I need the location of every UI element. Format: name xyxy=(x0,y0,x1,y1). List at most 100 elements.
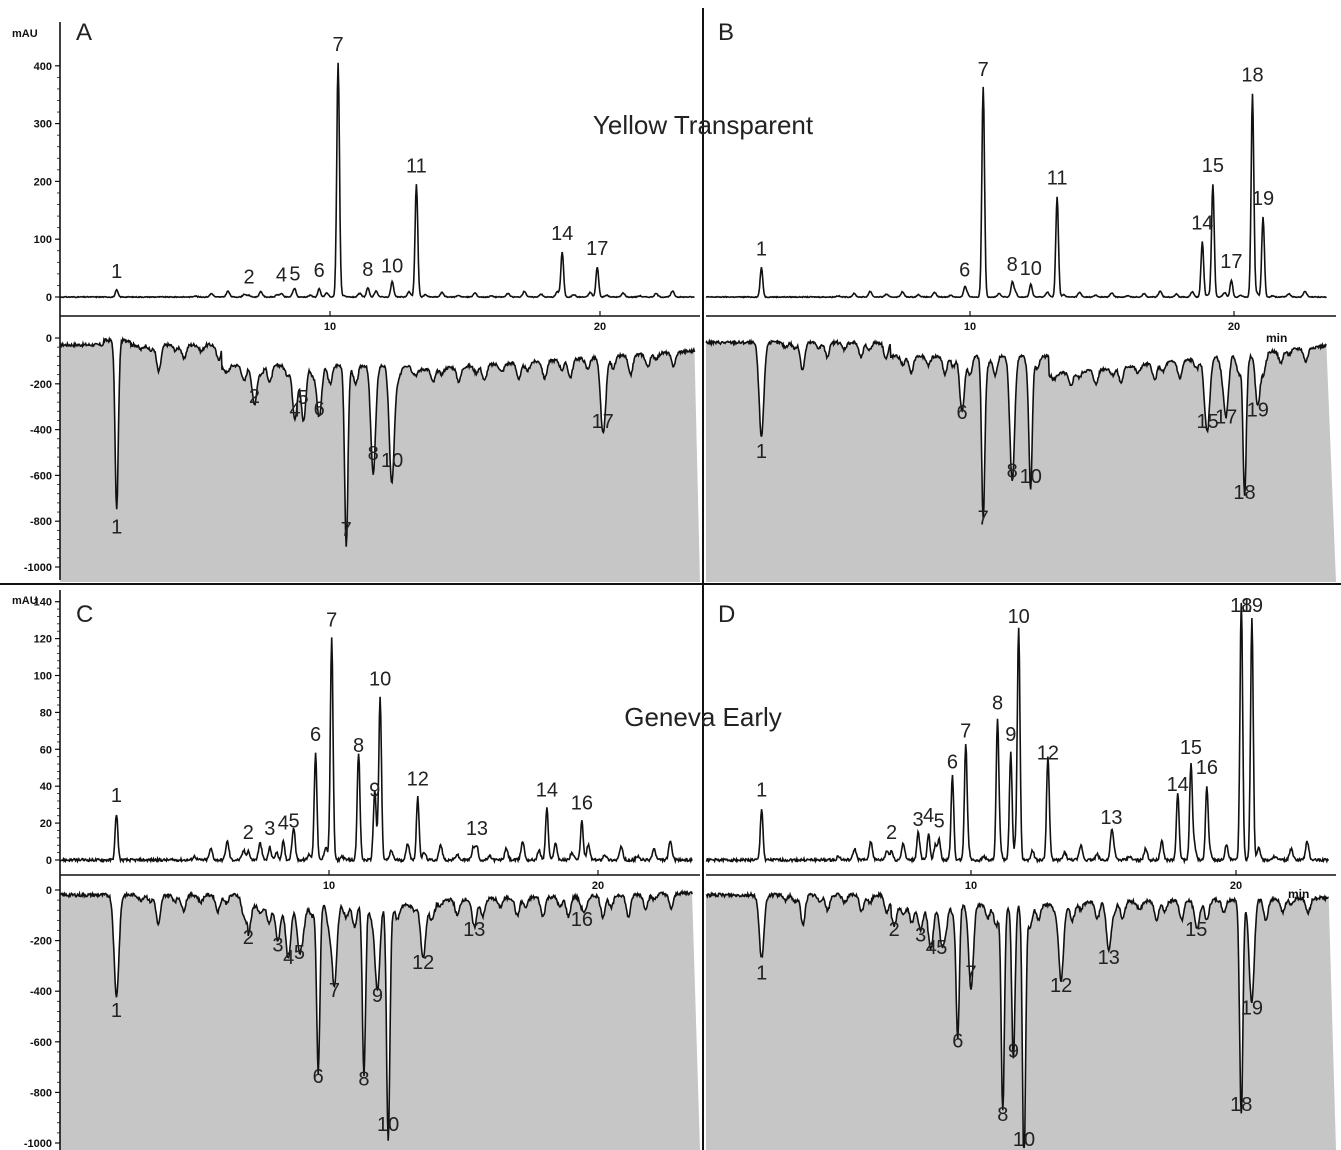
peak-label-upper-d-6: 6 xyxy=(947,752,958,774)
peak-label-upper-a-10: 10 xyxy=(381,255,403,277)
peak-label-upper-d-8: 8 xyxy=(992,693,1003,715)
y-tick-label-upper-a-100: 100 xyxy=(34,234,52,246)
y-tick-label-upper-a-0: 0 xyxy=(46,292,52,304)
peak-label-upper-d-9: 9 xyxy=(1005,724,1016,746)
peak-label-lower-a-5: 5 xyxy=(297,387,308,409)
peak-label-lower-b-17: 17 xyxy=(1215,407,1237,429)
lower-fill-c xyxy=(60,891,700,1150)
peak-label-lower-b-1: 1 xyxy=(756,441,767,463)
peak-label-lower-d-18: 18 xyxy=(1230,1094,1252,1116)
peak-label-upper-c-8: 8 xyxy=(353,735,364,757)
peak-label-lower-d-8: 8 xyxy=(997,1104,1008,1126)
x-tick-label-a-10: 10 xyxy=(324,321,336,333)
lower-trace-c xyxy=(59,889,693,1141)
peak-label-upper-d-13: 13 xyxy=(1100,807,1122,829)
peak-label-upper-d-16: 16 xyxy=(1196,757,1218,779)
peak-label-upper-b-18: 18 xyxy=(1241,65,1263,87)
y-tick-label-upper-c-40: 40 xyxy=(40,781,52,793)
peak-label-lower-b-15: 15 xyxy=(1196,411,1218,433)
peak-label-lower-d-6: 6 xyxy=(952,1031,963,1053)
peak-label-lower-c-4: 4 xyxy=(283,947,294,969)
y-tick-label-lower-a--200: -200 xyxy=(30,379,52,391)
peak-label-upper-a-17: 17 xyxy=(586,238,608,260)
peak-label-upper-d-19: 19 xyxy=(1241,595,1263,617)
lower-fill-a xyxy=(60,338,700,582)
peak-label-lower-a-17: 17 xyxy=(592,411,614,433)
time-unit-label-top: min xyxy=(1266,331,1287,345)
peak-label-upper-c-16: 16 xyxy=(571,792,593,814)
peak-label-lower-d-7: 7 xyxy=(965,962,976,984)
peak-label-lower-d-4: 4 xyxy=(926,937,937,959)
peak-label-lower-c-1: 1 xyxy=(111,1000,122,1022)
y-tick-label-upper-c-120: 120 xyxy=(34,634,52,646)
peak-label-upper-c-5: 5 xyxy=(288,811,299,833)
peak-label-upper-c-14: 14 xyxy=(536,779,558,801)
peak-label-upper-d-10: 10 xyxy=(1008,606,1030,628)
peak-label-upper-c-6: 6 xyxy=(310,724,321,746)
peak-label-upper-c-1: 1 xyxy=(111,785,122,807)
peak-label-upper-c-12: 12 xyxy=(407,768,429,790)
peak-label-upper-b-1: 1 xyxy=(756,239,767,261)
peak-label-lower-b-19: 19 xyxy=(1247,400,1269,422)
peak-label-lower-d-19: 19 xyxy=(1241,998,1263,1020)
peak-label-upper-b-8: 8 xyxy=(1007,254,1018,276)
peak-label-upper-c-4: 4 xyxy=(278,813,289,835)
axes-layer: 10 2001002003004000-200-400-600-800-10001… xyxy=(24,22,1336,1150)
peak-label-upper-a-14: 14 xyxy=(551,223,573,245)
peak-label-lower-d-15: 15 xyxy=(1185,919,1207,941)
peak-label-upper-d-5: 5 xyxy=(934,811,945,833)
x-tick-label-d-10: 10 xyxy=(965,880,977,892)
panel-letter-c: C xyxy=(76,601,93,628)
y-tick-label-upper-c-140: 140 xyxy=(34,597,52,609)
peak-label-upper-c-9: 9 xyxy=(369,779,380,801)
lower-fill-b xyxy=(706,341,1336,582)
peak-label-upper-a-2: 2 xyxy=(243,266,254,288)
title-geneva-early: Geneva Early xyxy=(624,702,782,732)
peak-label-lower-c-6: 6 xyxy=(313,1066,324,1088)
y-tick-label-upper-c-100: 100 xyxy=(34,671,52,683)
peak-label-lower-d-5: 5 xyxy=(936,937,947,959)
peak-label-upper-c-3: 3 xyxy=(264,818,275,840)
peak-label-upper-d-18: 18 xyxy=(1230,595,1252,617)
panel-letter-b: B xyxy=(718,19,734,46)
peak-label-lower-a-10: 10 xyxy=(381,450,403,472)
y-tick-label-upper-a-400: 400 xyxy=(34,61,52,73)
y-tick-label-lower-a--800: -800 xyxy=(30,516,52,528)
panel-letter-d: D xyxy=(718,601,735,628)
x-tick-label-c-10: 10 xyxy=(323,880,335,892)
panel-letter-a: A xyxy=(76,19,92,46)
peak-label-lower-b-8: 8 xyxy=(1007,460,1018,482)
peak-label-upper-a-5: 5 xyxy=(289,263,300,285)
peak-label-upper-c-13: 13 xyxy=(466,818,488,840)
lower-trace-d xyxy=(705,890,1329,1149)
peak-label-lower-c-10: 10 xyxy=(377,1114,399,1136)
peak-label-lower-b-6: 6 xyxy=(957,402,968,424)
upper-trace-c xyxy=(59,637,693,865)
peak-label-lower-c-13: 13 xyxy=(463,919,485,941)
y-unit-label-bottom: mAU xyxy=(12,595,38,607)
y-tick-label-lower-a-0: 0 xyxy=(46,333,52,345)
peak-label-upper-d-1: 1 xyxy=(756,779,767,801)
peak-label-lower-a-1: 1 xyxy=(111,516,122,538)
peak-label-upper-d-14: 14 xyxy=(1167,774,1189,796)
peak-label-lower-c-3: 3 xyxy=(272,934,283,956)
peak-label-upper-a-4: 4 xyxy=(276,265,287,287)
upper-traces-layer xyxy=(59,62,1329,865)
peak-label-lower-d-13: 13 xyxy=(1098,947,1120,969)
time-unit-label-bottom: min xyxy=(1288,887,1309,901)
peak-label-upper-b-17: 17 xyxy=(1220,251,1242,273)
x-tick-label-b-20: 20 xyxy=(1228,321,1240,333)
peak-label-upper-a-6: 6 xyxy=(314,260,325,282)
x-tick-label-d-20: 20 xyxy=(1230,880,1242,892)
peak-label-upper-d-15: 15 xyxy=(1180,737,1202,759)
y-tick-label-lower-a--1000: -1000 xyxy=(24,562,52,574)
peak-label-lower-b-7: 7 xyxy=(978,507,989,529)
peak-label-upper-a-8: 8 xyxy=(362,259,373,281)
y-tick-label-lower-c--800: -800 xyxy=(30,1087,52,1099)
y-tick-label-lower-c--1000: -1000 xyxy=(24,1138,52,1150)
peak-label-lower-a-4: 4 xyxy=(289,400,300,422)
title-yellow-transparent: Yellow Transparent xyxy=(593,110,814,140)
peak-label-upper-d-2: 2 xyxy=(886,822,897,844)
y-tick-label-upper-a-300: 300 xyxy=(34,119,52,131)
